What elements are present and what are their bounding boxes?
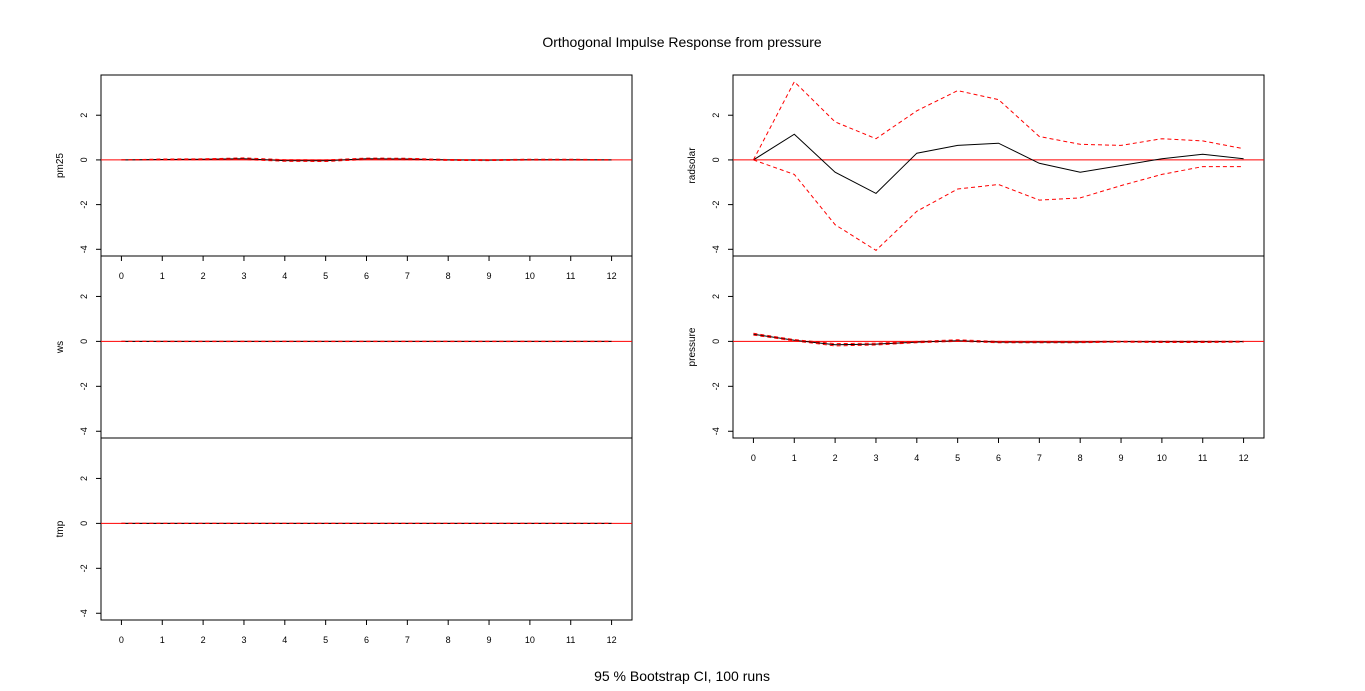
x-tick-label-tmp: 6 (364, 635, 369, 645)
x-tick-label-pressure: 3 (873, 453, 878, 463)
x-tick-label-tmp: 0 (119, 635, 124, 645)
response-line-pressure (753, 333, 1244, 346)
x-tick-label-pm25: 7 (405, 271, 410, 281)
y-axis-label-pressure: pressure (687, 327, 698, 366)
x-tick-label-pressure: 7 (1037, 453, 1042, 463)
y-axis-label-pm25: pm25 (55, 153, 66, 178)
y-tick-label-pm25: -2 (79, 201, 89, 209)
x-tick-label-pressure: 5 (955, 453, 960, 463)
panel-frame-tmp (100, 437, 633, 621)
x-tick-label-pm25: 3 (241, 271, 246, 281)
x-tick-label-pm25: 6 (364, 271, 369, 281)
panel-radsolar: -4 -2 0 2 radsolar (687, 74, 1265, 257)
x-tick-label-pm25: 10 (525, 271, 535, 281)
x-tick-label-tmp: 9 (487, 635, 492, 645)
x-tick-label-tmp: 1 (160, 635, 165, 645)
x-tick-label-tmp: 10 (525, 635, 535, 645)
panel-frame-pressure (732, 255, 1265, 439)
x-tick-label-pm25: 2 (201, 271, 206, 281)
x-tick-label-pm25: 4 (282, 271, 287, 281)
panel-frame-ws (100, 255, 633, 439)
figure-title: Orthogonal Impulse Response from pressur… (542, 34, 822, 50)
x-tick-label-pressure: 11 (1198, 453, 1207, 463)
y-axis-label-radsolar: radsolar (687, 147, 698, 184)
y-tick-label-ws: 0 (79, 339, 89, 344)
panel-frame-radsolar (732, 74, 1265, 257)
x-tick-label-pm25: 1 (160, 271, 165, 281)
x-tick-label-pm25: 0 (119, 271, 124, 281)
y-axis-label-ws: ws (55, 341, 66, 354)
x-tick-label-pressure: 0 (751, 453, 756, 463)
y-tick-label-pm25: 2 (79, 113, 89, 118)
lower-ci-line-pm25 (121, 158, 612, 163)
y-tick-label-radsolar: 0 (711, 157, 721, 162)
x-tick-label-pressure: 4 (914, 453, 919, 463)
y-tick-label-pressure: 0 (711, 339, 721, 344)
x-tick-label-tmp: 5 (323, 635, 328, 645)
x-tick-label-pm25: 11 (566, 271, 575, 281)
x-tick-label-tmp: 12 (607, 635, 617, 645)
upper-ci-line-pm25 (121, 157, 612, 161)
lower-ci-line-radsolar (753, 159, 1244, 252)
response-line-radsolar (753, 133, 1244, 195)
x-tick-label-tmp: 8 (446, 635, 451, 645)
upper-ci-line-pressure (753, 332, 1244, 345)
y-tick-label-ws: -2 (79, 382, 89, 390)
x-tick-label-tmp: 2 (201, 635, 206, 645)
figure-footer: 95 % Bootstrap CI, 100 runs (594, 668, 770, 684)
x-tick-label-tmp: 4 (282, 635, 287, 645)
y-tick-label-pm25: 0 (79, 157, 89, 162)
y-tick-label-radsolar: -4 (711, 245, 721, 253)
y-axis-label-tmp: tmp (55, 520, 66, 537)
y-tick-label-ws: -4 (79, 427, 89, 435)
y-tick-label-ws: 2 (79, 294, 89, 299)
y-tick-label-pressure: -2 (711, 382, 721, 390)
x-tick-label-pressure: 2 (833, 453, 838, 463)
x-tick-label-pressure: 8 (1078, 453, 1083, 463)
x-tick-label-pm25: 8 (446, 271, 451, 281)
x-tick-label-tmp: 7 (405, 635, 410, 645)
y-tick-label-tmp: 2 (79, 476, 89, 481)
upper-ci-line-radsolar (752, 80, 1244, 161)
y-tick-label-tmp: 0 (79, 521, 89, 526)
x-tick-label-pressure: 10 (1157, 453, 1167, 463)
x-tick-label-tmp: 3 (241, 635, 246, 645)
x-tick-label-pressure: 9 (1119, 453, 1124, 463)
x-tick-label-pm25: 12 (607, 271, 617, 281)
y-tick-label-pressure: -4 (711, 427, 721, 435)
x-tick-label-pressure: 12 (1239, 453, 1249, 463)
panel-ws: -4 -2 0 2 ws (55, 255, 633, 439)
x-tick-label-pm25: 5 (323, 271, 328, 281)
y-tick-label-pm25: -4 (79, 245, 89, 253)
x-tick-label-tmp: 11 (566, 635, 575, 645)
x-tick-label-pressure: 6 (996, 453, 1001, 463)
x-tick-label-pressure: 1 (792, 453, 797, 463)
panel-frame-pm25 (100, 74, 633, 257)
y-tick-label-tmp: -4 (79, 609, 89, 617)
y-tick-label-radsolar: -2 (711, 201, 721, 209)
lower-ci-line-pressure (753, 334, 1244, 347)
y-tick-label-pressure: 2 (711, 294, 721, 299)
x-tick-label-pm25: 9 (487, 271, 492, 281)
y-tick-label-radsolar: 2 (711, 113, 721, 118)
y-tick-label-tmp: -2 (79, 564, 89, 572)
